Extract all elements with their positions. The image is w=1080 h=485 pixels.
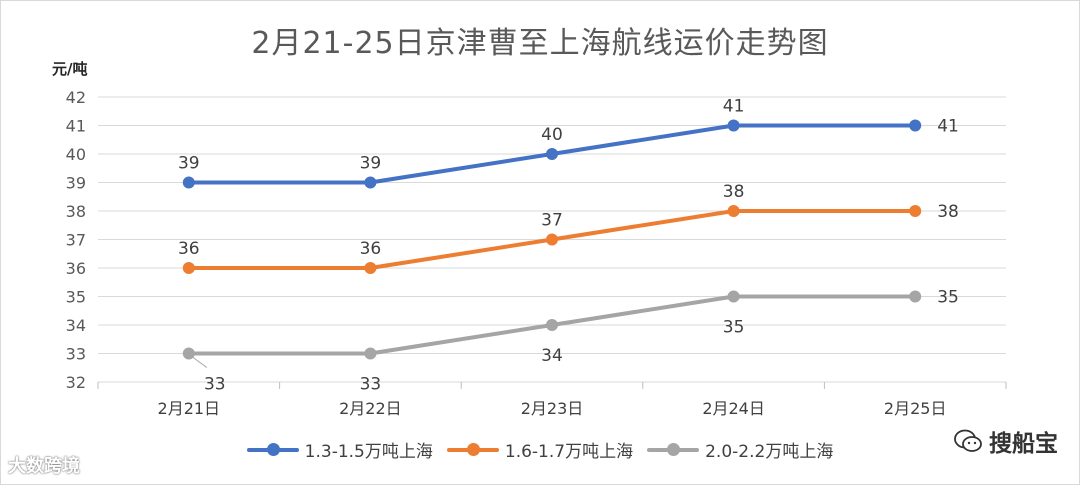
data-point <box>364 347 377 360</box>
y-tick-label: 36 <box>66 259 86 278</box>
legend-label: 1.3-1.5万吨上海 <box>304 442 433 462</box>
data-label: 35 <box>723 318 745 338</box>
y-tick-label: 40 <box>66 145 86 164</box>
data-point <box>909 205 922 217</box>
data-label: 39 <box>178 154 200 174</box>
data-label: 38 <box>723 182 745 202</box>
legend-item: 1.6-1.7万吨上海 <box>446 437 634 462</box>
legend-item: 1.3-1.5万吨上海 <box>246 437 433 462</box>
legend-label: 2.0-2.2万吨上海 <box>705 442 834 462</box>
data-point <box>727 119 740 132</box>
y-tick-label: 35 <box>66 288 86 307</box>
legend-swatch <box>647 442 700 456</box>
data-point <box>727 205 740 217</box>
y-tick-label: 39 <box>66 174 86 193</box>
data-label: 33 <box>204 375 226 395</box>
data-label: 34 <box>541 346 563 366</box>
legend-label: 1.6-1.7万吨上海 <box>504 442 634 462</box>
data-label: 38 <box>937 202 959 222</box>
data-point <box>182 176 195 189</box>
data-point <box>546 319 558 331</box>
data-label: 41 <box>723 97 745 117</box>
data-point <box>182 262 195 274</box>
watermark-left: 大数跨境 <box>8 456 80 477</box>
chart-title: 2月21-25日京津曹至上海航线运价走势图 <box>251 26 829 61</box>
x-tick-label: 2月21日 <box>158 399 221 418</box>
data-label: 39 <box>360 154 382 174</box>
data-label: 35 <box>937 288 959 308</box>
watermark-right: 搜船宝 <box>953 424 1058 458</box>
data-point <box>727 290 740 303</box>
data-label: 37 <box>541 211 563 231</box>
data-label: 36 <box>360 239 382 259</box>
y-tick-label: 32 <box>66 373 86 392</box>
x-tick-label: 2月24日 <box>702 399 765 418</box>
x-tick-label: 2月23日 <box>521 399 584 418</box>
wechat-icon <box>954 429 982 452</box>
y-tick-label: 38 <box>66 202 86 221</box>
legend-swatch <box>246 442 299 456</box>
y-tick-label: 33 <box>66 345 86 364</box>
data-point <box>546 148 558 160</box>
y-tick-label: 42 <box>66 88 86 107</box>
data-label: 36 <box>178 239 200 259</box>
chart-legend: 1.3-1.5万吨上海 1.6-1.7万吨上海 2.0-2.2万吨上海 <box>0 437 1080 462</box>
legend-item: 2.0-2.2万吨上海 <box>647 437 833 462</box>
watermark-right-text: 搜船宝 <box>989 431 1058 457</box>
data-point <box>364 176 377 189</box>
y-tick-label: 37 <box>66 231 86 250</box>
data-label: 40 <box>541 125 563 145</box>
y-tick-label: 41 <box>66 117 86 136</box>
data-label-leader <box>191 356 208 368</box>
legend-swatch <box>446 442 499 456</box>
data-point <box>909 290 922 303</box>
data-point <box>546 233 558 246</box>
x-tick-label: 2月25日 <box>884 399 947 418</box>
y-tick-label: 34 <box>66 316 86 335</box>
data-label: 41 <box>937 117 959 137</box>
data-point <box>364 262 377 274</box>
data-label: 33 <box>360 375 382 395</box>
x-tick-label: 2月22日 <box>339 399 402 418</box>
y-axis-unit-label: 元/吨 <box>52 60 88 78</box>
data-point <box>909 119 922 132</box>
